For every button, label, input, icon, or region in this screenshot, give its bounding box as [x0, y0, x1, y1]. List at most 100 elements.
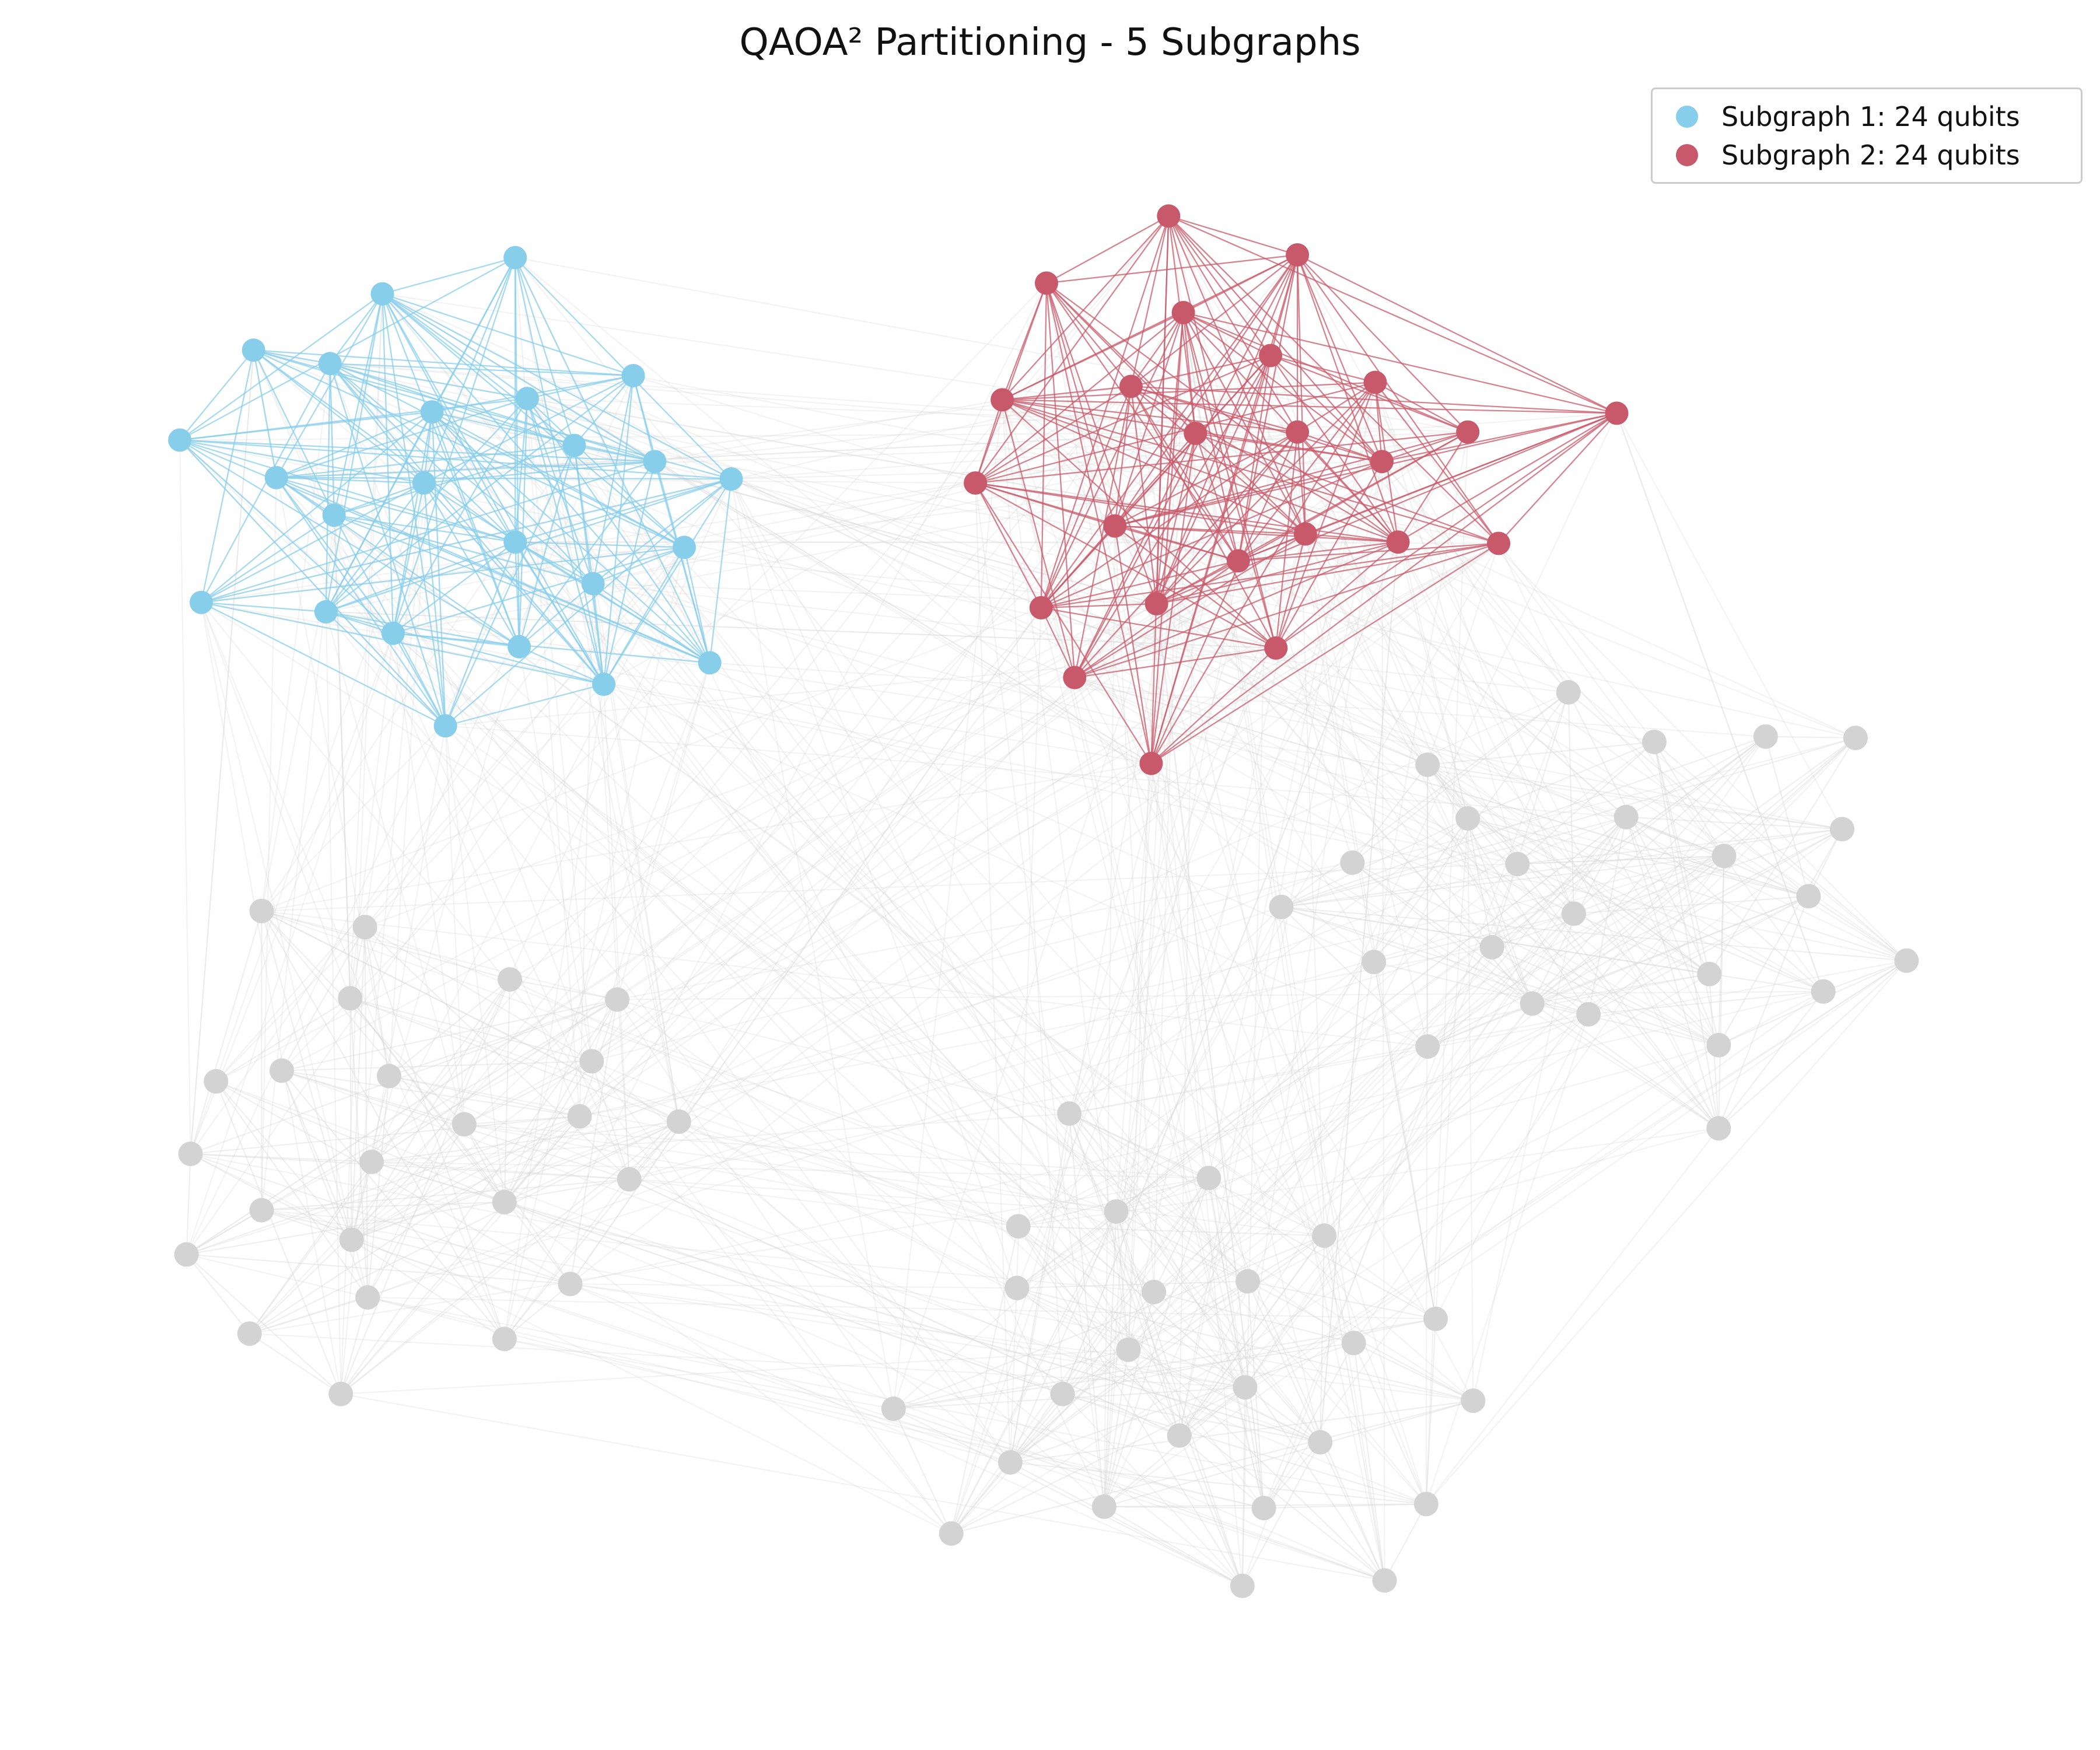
- graph-edge: [1297, 254, 1469, 433]
- legend-entry-subgraph-1: Subgraph 1: 24 qubits: [1676, 97, 2081, 136]
- graph-edge: [1381, 461, 1469, 819]
- graph-edge: [1324, 961, 1375, 1236]
- graph-edge: [1320, 542, 1399, 1443]
- graph-edge: [975, 482, 1276, 649]
- graph-edge: [1492, 946, 1589, 1015]
- graph-edge: [1156, 603, 1719, 1046]
- graph-edge: [1653, 741, 1710, 975]
- graph-node: [377, 1063, 401, 1088]
- graph-edge: [349, 375, 634, 999]
- graph-edge: [201, 411, 433, 603]
- graph-edge: [892, 1408, 952, 1534]
- graph-edge: [950, 1226, 1019, 1534]
- graph-edge: [1297, 431, 1399, 542]
- graph-edge: [731, 478, 1428, 765]
- graph-edge: [1074, 677, 1719, 1046]
- graph-node: [1184, 421, 1208, 445]
- graph-edge: [1046, 283, 1246, 1388]
- graph-edge: [201, 514, 335, 603]
- graph-edge: [326, 611, 1011, 1463]
- graph-edge: [603, 684, 1907, 961]
- graph-edge: [1009, 1113, 1070, 1463]
- graph-edge: [1491, 736, 1766, 948]
- graph-edge: [275, 477, 446, 726]
- graph-edge: [1353, 960, 1907, 1344]
- graph-edge: [603, 684, 1428, 1047]
- graph-edge: [950, 1462, 1011, 1534]
- graph-edge: [1718, 896, 1810, 1129]
- graph-edge: [1183, 312, 1271, 356]
- graph-node: [1697, 961, 1722, 986]
- graph-node: [1605, 401, 1629, 425]
- graph-edge: [1130, 355, 1271, 387]
- graph-edge: [1103, 1178, 1210, 1507]
- graph-edge: [1156, 603, 1824, 992]
- graph-edge: [382, 293, 656, 463]
- graph-edge: [351, 215, 1170, 1240]
- graph-edge: [215, 1080, 570, 1284]
- graph-edge: [975, 482, 1152, 764]
- graph-edge: [261, 607, 1042, 912]
- graph-edge: [1353, 1342, 1474, 1402]
- graph-edge: [186, 1254, 570, 1285]
- graph-edge: [349, 998, 369, 1298]
- graph-edge: [1427, 764, 1710, 975]
- graph-edge: [215, 547, 685, 1082]
- graph-edge: [504, 1115, 580, 1203]
- graph-edge: [950, 534, 1306, 1534]
- graph-edge: [367, 1076, 390, 1298]
- graph-edge: [351, 927, 366, 1240]
- graph-edge: [1263, 863, 1518, 1508]
- graph-edge: [1115, 1211, 1243, 1586]
- graph-edge: [431, 411, 594, 584]
- graph-edge: [1281, 737, 1856, 908]
- graph-node: [1144, 592, 1168, 615]
- graph-edge: [593, 583, 1157, 604]
- graph-edge: [1069, 1113, 1209, 1179]
- graph-edge: [504, 1121, 680, 1203]
- graph-edge: [1179, 1387, 1245, 1436]
- graph-edge: [1374, 382, 1824, 992]
- graph-edge: [201, 601, 326, 612]
- graph-edge: [330, 363, 1154, 1293]
- graph-edge: [1156, 603, 1907, 961]
- graph-edge: [892, 400, 1003, 1409]
- graph-edge: [1156, 412, 1617, 605]
- graph-edge: [1069, 818, 1468, 1114]
- graph-edge: [392, 482, 425, 634]
- graph-node: [1520, 991, 1545, 1016]
- graph-edge: [1183, 312, 1617, 414]
- graph-edge: [423, 482, 446, 726]
- graph-edge: [1531, 736, 1766, 1005]
- graph-edge: [1115, 763, 1152, 1212]
- graph-edge: [253, 349, 330, 365]
- graph-edge: [1153, 1177, 1210, 1293]
- graph-node: [881, 1396, 906, 1421]
- graph-edge: [325, 611, 342, 1394]
- graph-edge: [1002, 399, 1856, 738]
- graph-edge: [371, 445, 575, 1163]
- graph-edge: [1281, 906, 1719, 1046]
- graph-edge: [1062, 947, 1493, 1395]
- graph-edge: [1074, 433, 1196, 678]
- graph-edge: [388, 979, 510, 1077]
- graph-edge: [1270, 355, 1376, 383]
- graph-edge: [365, 926, 592, 1062]
- graph-edge: [388, 412, 433, 1076]
- graph-edge: [1208, 1178, 1265, 1508]
- graph-node: [1843, 726, 1868, 750]
- graph-node: [643, 450, 667, 474]
- graph-edge: [1041, 461, 1382, 608]
- graph-edge: [1178, 433, 1196, 1436]
- graph-edge: [1128, 817, 1627, 1350]
- graph-edge: [334, 514, 516, 543]
- graph-edge: [1532, 1003, 1719, 1129]
- graph-edge: [1046, 283, 1321, 1443]
- graph-edge: [372, 1161, 1209, 1179]
- graph-edge: [186, 1115, 580, 1255]
- graph-edge: [893, 863, 1518, 1409]
- graph-edge: [1040, 254, 1298, 608]
- graph-edge: [261, 911, 352, 1240]
- graph-edge: [333, 515, 351, 999]
